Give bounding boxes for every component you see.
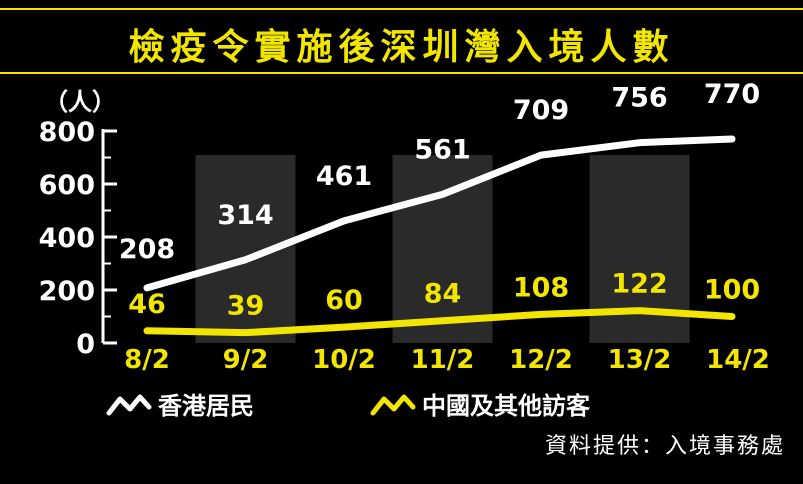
legend-item-residents: 香港居民 [106,386,254,421]
x-tick-label-12-2: 12/2 [509,345,573,375]
data-label-s0-5: 756 [611,83,667,114]
title-bottom-rule [0,72,803,74]
title-top-rule [0,8,803,10]
data-label-s0-0: 208 [119,234,175,265]
y-tick-label-200: 200 [39,276,95,307]
source-note: 資料提供：入境事務處 [544,434,785,459]
data-label-s1-2: 60 [325,285,363,316]
legend-label-visitors: 中國及其他訪客 [422,392,590,420]
data-label-s0-4: 709 [513,95,569,126]
y-axis-unit-label: （人） [44,88,116,116]
legend-label-residents: 香港居民 [158,392,254,420]
zigzag-white-icon [106,394,152,415]
band-11-2 [392,155,493,343]
data-label-s0-1: 314 [217,200,273,231]
data-label-s1-0: 46 [128,289,166,320]
x-tick-label-11-2: 11/2 [411,345,475,375]
x-tick-label-13-2: 13/2 [608,345,672,375]
data-label-s0-6: 770 [704,79,760,110]
x-tick-label-14-2: 14/2 [706,345,770,375]
series-line-1 [143,307,736,337]
x-tick-label-8-2: 8/2 [124,345,170,375]
series-line-0 [143,135,736,292]
y-tick-label-800: 800 [39,117,95,148]
x-tick-label-10-2: 10/2 [312,345,376,375]
y-tick-label-400: 400 [39,223,95,254]
chart-title: 檢疫令實施後深圳灣入境人數 [128,27,675,68]
x-tick-label-9-2: 9/2 [223,345,269,375]
y-tick-label-0: 0 [76,329,95,360]
data-label-s0-2: 461 [316,161,372,192]
data-label-s1-4: 108 [513,272,569,303]
y-tick-label-600: 600 [39,170,95,201]
data-label-s1-5: 122 [611,269,667,300]
legend-item-visitors: 中國及其他訪客 [370,386,590,421]
data-label-s1-1: 39 [227,291,265,322]
data-label-s1-6: 100 [704,275,760,306]
data-label-s0-3: 561 [414,134,470,165]
zigzag-yellow-icon [370,394,416,415]
title-bar: 檢疫令實施後深圳灣入境人數 [0,0,803,78]
data-label-s1-3: 84 [424,279,462,310]
